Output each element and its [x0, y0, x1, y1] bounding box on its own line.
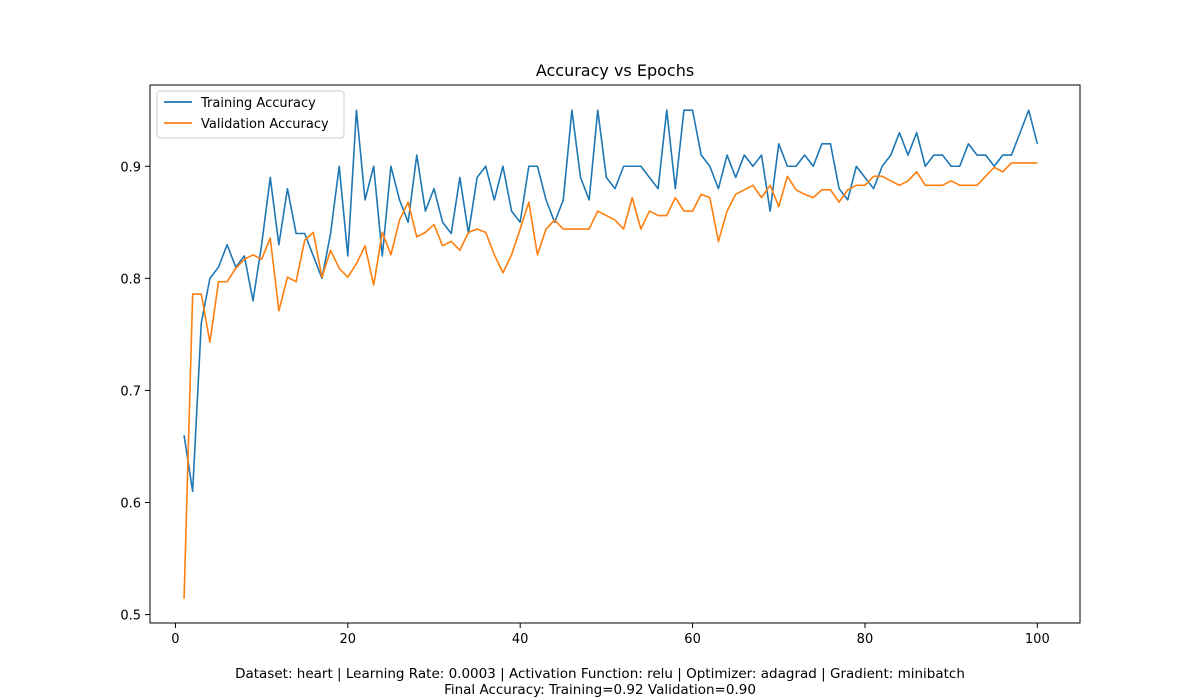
x-tick-label: 20	[340, 632, 357, 647]
x-tick-label: 100	[1025, 632, 1050, 647]
y-tick-label: 0.8	[120, 272, 141, 287]
x-tick-label: 60	[684, 632, 701, 647]
series-layer	[183, 109, 1039, 599]
run-config-caption: Dataset: heart | Learning Rate: 0.0003 |…	[235, 666, 965, 682]
y-tick-label: 0.7	[120, 384, 141, 399]
y-tick-label: 0.5	[120, 609, 141, 624]
y-tick-label: 0.9	[120, 160, 141, 175]
plot-frame	[149, 84, 1081, 624]
legend-label: Validation Accuracy	[201, 117, 329, 132]
y-axis: 0.5 0.6 0.7 0.8 0.9	[120, 160, 150, 624]
legend-label: Training Accuracy	[200, 96, 316, 111]
legend-box	[156, 90, 345, 139]
x-axis: 0 20 40 60 80 100	[171, 623, 1050, 647]
plot-area	[149, 84, 1081, 624]
x-tick-label: 0	[171, 632, 179, 647]
chart-title: Accuracy vs Epochs	[536, 61, 694, 80]
final-accuracy-caption: Final Accuracy: Training=0.92 Validation…	[444, 682, 756, 698]
series-line-validation-accuracy	[183, 162, 1038, 599]
x-tick-label: 40	[512, 632, 529, 647]
series-line-training-accuracy	[183, 109, 1039, 493]
y-tick-label: 0.6	[120, 497, 141, 512]
x-tick-label: 80	[857, 632, 874, 647]
legend: Training Accuracy Validation Accuracy	[156, 90, 345, 139]
